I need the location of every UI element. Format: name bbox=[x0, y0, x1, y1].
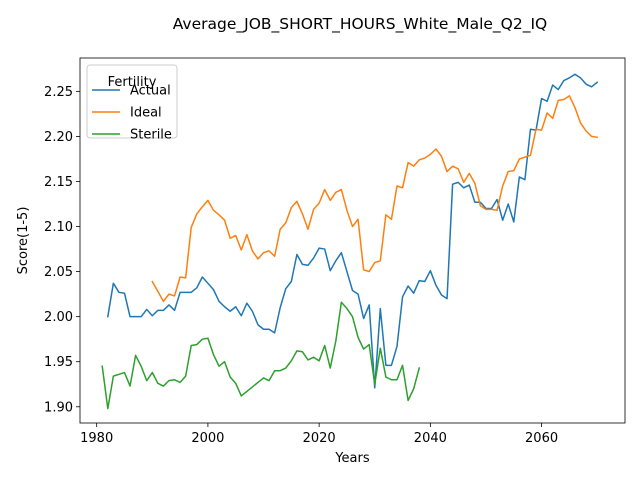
x-axis-label: Years bbox=[334, 451, 370, 466]
y-tick-label: 2.25 bbox=[44, 85, 73, 100]
legend-label-actual: Actual bbox=[130, 84, 171, 99]
chart-title: Average_JOB_SHORT_HOURS_White_Male_Q2_IQ bbox=[173, 15, 548, 34]
y-tick-label: 1.95 bbox=[44, 355, 73, 370]
x-tick-label: 2060 bbox=[525, 431, 558, 446]
x-tick-label: 2000 bbox=[191, 431, 224, 446]
legend-label-sterile: Sterile bbox=[130, 128, 172, 143]
legend-entries: Actual Ideal Sterile bbox=[92, 84, 172, 143]
series-line-actual bbox=[106, 73, 599, 389]
x-axis: 1980 2000 2020 2040 2060 bbox=[80, 423, 558, 446]
legend-box bbox=[86, 64, 178, 139]
y-axis-label: Score(1-5) bbox=[16, 207, 31, 275]
x-tick-label: 1980 bbox=[80, 431, 113, 446]
series-line-sterile bbox=[101, 301, 421, 410]
series-line-ideal bbox=[151, 95, 599, 303]
plot-border bbox=[79, 57, 626, 424]
y-tick-label: 2.15 bbox=[44, 175, 73, 190]
series-layer bbox=[101, 73, 599, 410]
y-tick-label: 2.10 bbox=[44, 220, 73, 235]
legend-label-ideal: Ideal bbox=[130, 106, 162, 121]
x-tick-label: 2040 bbox=[414, 431, 447, 446]
y-tick-label: 1.90 bbox=[44, 400, 73, 415]
y-tick-label: 2.20 bbox=[44, 130, 73, 145]
y-tick-label: 2.00 bbox=[44, 310, 73, 325]
y-axis: 1.90 1.95 2.00 2.05 2.10 2.15 2.20 2.25 bbox=[44, 85, 80, 415]
x-tick-label: 2020 bbox=[303, 431, 336, 446]
legend-title: Fertility bbox=[108, 75, 157, 90]
y-tick-label: 2.05 bbox=[44, 265, 73, 280]
legend: Fertility Actual Ideal Sterile bbox=[86, 64, 178, 143]
